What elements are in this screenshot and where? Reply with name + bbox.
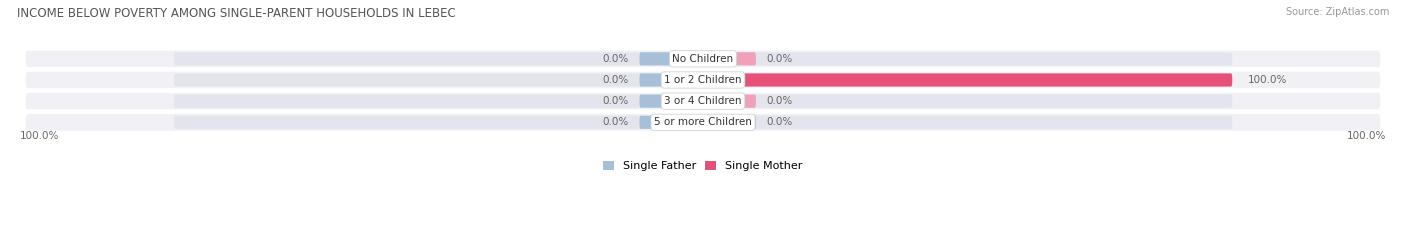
Text: 0.0%: 0.0% xyxy=(766,96,793,106)
Text: 5 or more Children: 5 or more Children xyxy=(654,117,752,127)
FancyBboxPatch shape xyxy=(640,73,703,86)
Text: 1 or 2 Children: 1 or 2 Children xyxy=(664,75,742,85)
Text: 0.0%: 0.0% xyxy=(603,117,628,127)
Text: 0.0%: 0.0% xyxy=(766,54,793,64)
FancyBboxPatch shape xyxy=(25,114,1381,130)
Text: 100.0%: 100.0% xyxy=(1347,131,1386,141)
FancyBboxPatch shape xyxy=(174,52,1232,65)
Text: 0.0%: 0.0% xyxy=(603,75,628,85)
FancyBboxPatch shape xyxy=(640,95,703,108)
Text: 3 or 4 Children: 3 or 4 Children xyxy=(664,96,742,106)
Text: 0.0%: 0.0% xyxy=(603,54,628,64)
Text: Source: ZipAtlas.com: Source: ZipAtlas.com xyxy=(1285,7,1389,17)
FancyBboxPatch shape xyxy=(703,116,756,129)
FancyBboxPatch shape xyxy=(703,52,756,65)
FancyBboxPatch shape xyxy=(25,72,1381,88)
FancyBboxPatch shape xyxy=(174,95,1232,108)
Text: INCOME BELOW POVERTY AMONG SINGLE-PARENT HOUSEHOLDS IN LEBEC: INCOME BELOW POVERTY AMONG SINGLE-PARENT… xyxy=(17,7,456,20)
FancyBboxPatch shape xyxy=(640,52,703,65)
FancyBboxPatch shape xyxy=(703,95,756,108)
FancyBboxPatch shape xyxy=(640,116,703,129)
FancyBboxPatch shape xyxy=(703,73,1232,86)
Text: 0.0%: 0.0% xyxy=(766,117,793,127)
Legend: Single Father, Single Mother: Single Father, Single Mother xyxy=(599,156,807,175)
Text: No Children: No Children xyxy=(672,54,734,64)
Text: 100.0%: 100.0% xyxy=(20,131,59,141)
Text: 100.0%: 100.0% xyxy=(1249,75,1288,85)
FancyBboxPatch shape xyxy=(25,93,1381,109)
FancyBboxPatch shape xyxy=(174,116,1232,129)
FancyBboxPatch shape xyxy=(25,51,1381,67)
FancyBboxPatch shape xyxy=(174,73,1232,86)
Text: 0.0%: 0.0% xyxy=(603,96,628,106)
